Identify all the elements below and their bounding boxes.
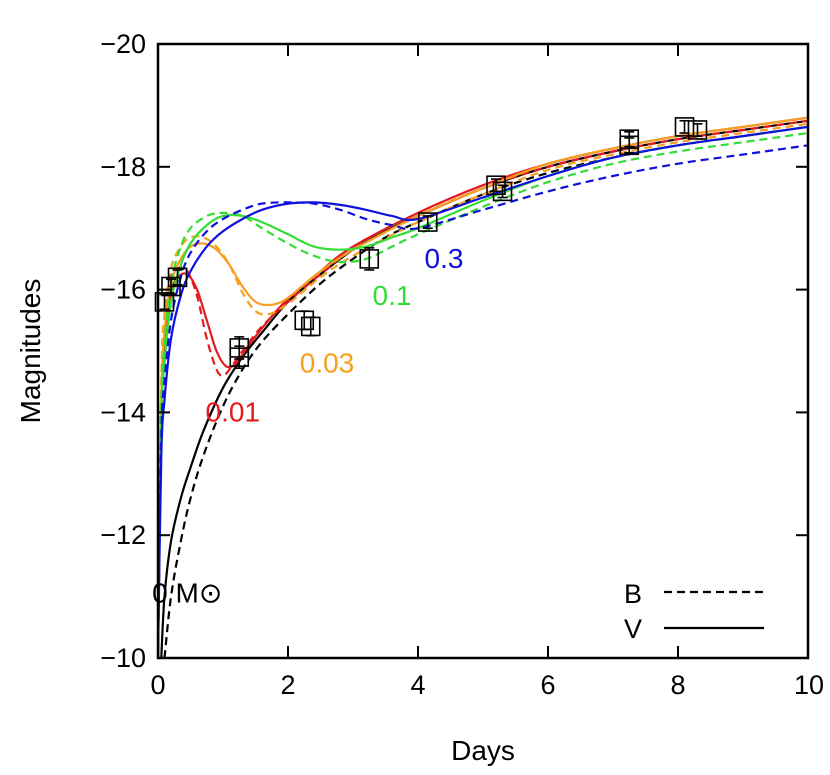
mass-label: 0.03: [300, 347, 355, 378]
y-tick-label: −10: [100, 643, 146, 673]
observation-marker: [417, 212, 438, 232]
x-tick-label: 4: [410, 670, 425, 700]
observation-marker: [492, 181, 513, 202]
axis-ticks: 0 2 4 6 8 10 −10 −12 −14 −16 −18 −20: [100, 29, 824, 700]
mass-label: 0.01: [206, 397, 261, 428]
observation-marker: [300, 316, 321, 337]
observation-marker: [167, 267, 188, 288]
curve-B-9: [158, 144, 808, 658]
y-tick-label: −14: [100, 397, 146, 427]
observed-data-points: [154, 117, 708, 369]
observation-marker: [619, 135, 640, 156]
x-tick-label: 6: [540, 670, 555, 700]
curve-V-0: [160, 119, 808, 658]
x-tick-label: 2: [280, 670, 295, 700]
observation-marker: [294, 310, 315, 331]
observation-point: [300, 316, 321, 337]
observation-marker: [687, 120, 708, 140]
x-tick-label: 10: [794, 670, 824, 700]
x-axis-title: Days: [451, 735, 515, 766]
curve-V-4: [158, 116, 808, 658]
y-axis-title: Magnitudes: [15, 279, 46, 424]
model-curves: [158, 116, 808, 658]
mass-label: 0.3: [425, 243, 464, 274]
curve-V-2: [158, 116, 808, 658]
y-tick-label: −12: [100, 520, 146, 550]
y-tick-label: −16: [100, 275, 146, 305]
x-tick-label: 0: [150, 670, 165, 700]
plot-frame: [156, 42, 810, 660]
y-tick-label: −18: [100, 152, 146, 182]
mass-label: 0 M⊙: [152, 578, 222, 609]
observation-point: [154, 292, 175, 312]
observation-point: [359, 247, 380, 271]
mass-annotations: 0 M⊙ 0.01 0.03 0.1 0.3: [152, 243, 463, 609]
observation-point: [619, 135, 640, 156]
observation-marker: [229, 347, 250, 367]
legend: BV: [624, 579, 764, 644]
observation-point: [417, 212, 438, 232]
observation-marker: [359, 249, 380, 269]
observation-point: [229, 345, 250, 369]
observation-point: [167, 267, 188, 288]
curve-B-5: [158, 122, 808, 658]
legend-label: B: [624, 579, 642, 609]
observation-point: [492, 181, 513, 202]
observation-point: [687, 120, 708, 140]
observation-marker: [674, 117, 695, 137]
legend-label: V: [624, 614, 642, 644]
x-tick-label: 8: [670, 670, 685, 700]
mass-label: 0.1: [373, 280, 412, 311]
observation-marker: [154, 292, 175, 312]
y-tick-label: −20: [100, 29, 146, 59]
observation-point: [294, 310, 315, 331]
